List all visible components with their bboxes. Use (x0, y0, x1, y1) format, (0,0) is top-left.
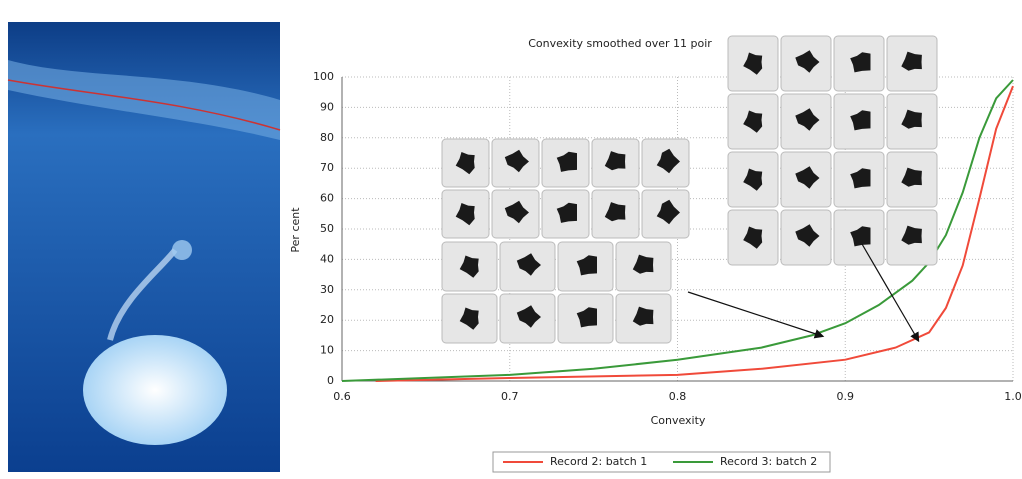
page: {"chart_data": {"type": "line", "title":… (0, 0, 1022, 475)
y-axis-label: Per cent (289, 207, 302, 253)
x-tick-label: 0.6 (333, 390, 351, 403)
x-axis-label: Convexity (651, 414, 706, 427)
y-tick-label: 10 (320, 344, 334, 357)
y-tick-label: 20 (320, 313, 334, 326)
x-tick-label: 0.7 (501, 390, 519, 403)
y-tick-label: 30 (320, 283, 334, 296)
arrow (688, 292, 822, 336)
particle-images (442, 36, 937, 343)
x-tick-label: 0.9 (837, 390, 855, 403)
figure: Convexity smoothed over 11 poir Convexit… (0, 0, 1022, 475)
legend-label: Record 2: batch 1 (550, 455, 647, 468)
y-tick-label: 90 (320, 100, 334, 113)
y-tick-label: 100 (313, 70, 334, 83)
y-tick-label: 50 (320, 222, 334, 235)
x-tick-label: 0.8 (669, 390, 687, 403)
y-tick-label: 70 (320, 161, 334, 174)
y-tick-label: 40 (320, 252, 334, 265)
legend-label: Record 3: batch 2 (720, 455, 817, 468)
x-tick-label: 1.0 (1004, 390, 1022, 403)
chart-title: Convexity smoothed over 11 poir (528, 37, 712, 50)
photo (8, 22, 280, 472)
y-tick-label: 0 (327, 374, 334, 387)
y-tick-label: 80 (320, 131, 334, 144)
y-tick-label: 60 (320, 192, 334, 205)
